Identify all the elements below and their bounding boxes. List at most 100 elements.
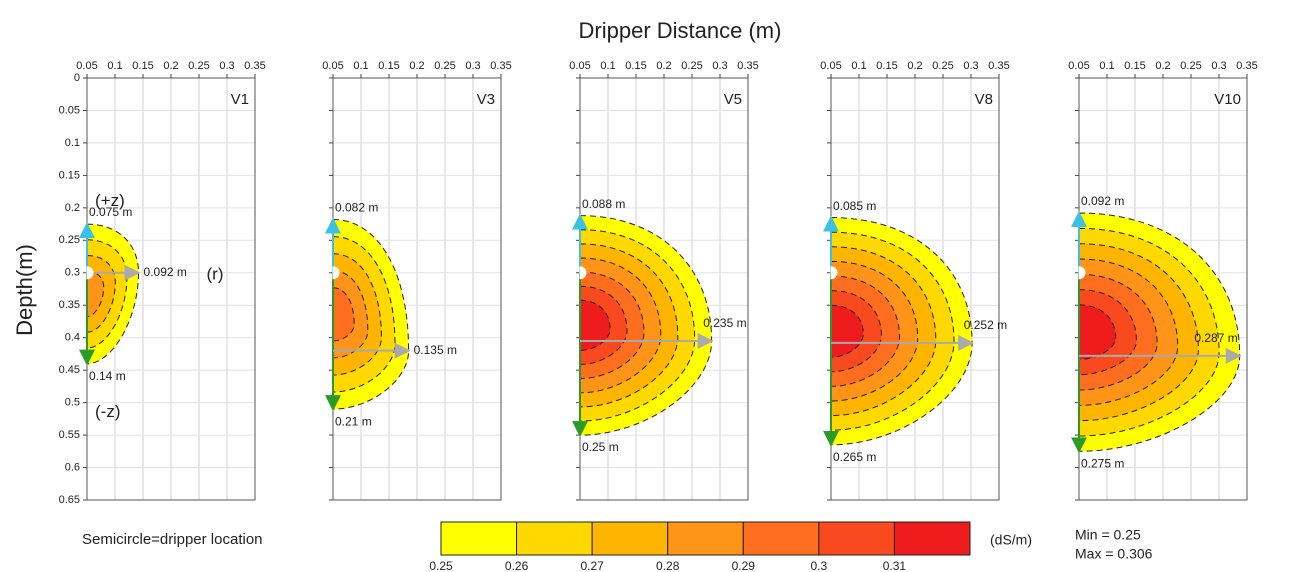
x-tick-label: 0.3 — [712, 60, 727, 72]
dripper — [579, 266, 587, 280]
dripper — [830, 266, 838, 280]
top-label: 0.088 m — [582, 197, 625, 211]
colorbar-tick-label: 0.3 — [811, 559, 828, 572]
x-tick-label: 0.25 — [188, 60, 209, 72]
x-tick-label: 0.2 — [907, 60, 922, 72]
x-tick-label: 0.05 — [76, 60, 97, 72]
x-tick-label: 0.3 — [1211, 60, 1226, 72]
panel-title: V3 — [477, 91, 495, 108]
dripper — [86, 266, 94, 280]
bottom-label: 0.21 m — [335, 414, 372, 428]
top-label: 0.085 m — [833, 199, 876, 213]
x-tick-label: 0.15 — [625, 60, 646, 72]
contour-band — [332, 287, 355, 342]
y-tick-label: 0.65 — [59, 494, 80, 506]
x-tick-label: 0.15 — [378, 60, 399, 72]
radius-label: 0.135 m — [414, 343, 457, 357]
x-tick-label: 0.25 — [932, 60, 953, 72]
top-label: 0.092 m — [1081, 194, 1124, 208]
y-tick-label: 0.1 — [65, 137, 80, 149]
colorbar-box — [742, 521, 820, 556]
x-tick-label: 0.35 — [988, 60, 1009, 72]
dripper — [332, 266, 340, 280]
colorbar-box — [591, 521, 669, 556]
panel-title: V5 — [724, 91, 742, 108]
x-tick-label: 0.2 — [409, 60, 424, 72]
annotation: (+z) — [95, 191, 125, 210]
y-tick-label: 0.3 — [65, 267, 80, 279]
stat-max: Max = 0.306 — [1075, 546, 1153, 562]
y-tick-label: 0.4 — [65, 332, 80, 344]
x-tick-label: 0.1 — [1099, 60, 1114, 72]
stat-min: Min = 0.25 — [1075, 527, 1141, 543]
colorbar-tick-label: 0.25 — [429, 559, 453, 572]
x-tick-label: 0.25 — [434, 60, 455, 72]
y-tick-label: 0.5 — [65, 397, 80, 409]
bottom-label: 0.14 m — [89, 369, 126, 383]
x-tick-label: 0.15 — [1124, 60, 1145, 72]
colorbar-tick-label: 0.28 — [656, 559, 680, 572]
colorbar-box — [516, 521, 593, 556]
y-tick-label: 0.05 — [59, 104, 80, 116]
x-tick-label: 0.1 — [107, 60, 122, 72]
dripper — [1078, 266, 1086, 280]
x-tick-label: 0.1 — [600, 60, 615, 72]
figure-title: Dripper Distance (m) — [579, 18, 782, 43]
x-tick-label: 0.2 — [656, 60, 671, 72]
colorbar-tick-label: 0.29 — [732, 559, 756, 572]
panel-title: V10 — [1214, 91, 1241, 108]
x-tick-label: 0.05 — [1068, 60, 1089, 72]
bottom-label: 0.275 m — [1081, 456, 1124, 470]
x-tick-label: 0.35 — [1236, 60, 1257, 72]
x-tick-label: 0.3 — [465, 60, 480, 72]
contour-band — [579, 299, 611, 351]
radius-label: 0.092 m — [144, 265, 187, 279]
y-tick-label: 0.15 — [59, 169, 80, 181]
annotation: (r) — [207, 264, 224, 283]
radius-label: 0.235 m — [703, 316, 746, 330]
colorbar-box — [667, 521, 744, 556]
colorbar-box — [440, 521, 518, 556]
panel-title: V1 — [231, 91, 249, 108]
x-tick-label: 0.1 — [851, 60, 866, 72]
y-tick-label: 0.55 — [59, 429, 80, 441]
y-tick-label: 0.35 — [59, 299, 80, 311]
radius-label: 0.252 m — [964, 318, 1007, 332]
note: Semicircle=dripper location — [82, 531, 263, 548]
x-tick-label: 0.3 — [963, 60, 978, 72]
radius-label: 0.287 m — [1194, 331, 1237, 345]
x-tick-label: 0.05 — [322, 60, 343, 72]
y-tick-label: 0.6 — [65, 461, 80, 473]
x-tick-label: 0.3 — [219, 60, 234, 72]
y-tick-label: 0.25 — [59, 234, 80, 246]
contour-band — [1078, 304, 1117, 360]
y-axis-label: Depth(m) — [12, 244, 37, 336]
top-label: 0.075 m — [89, 205, 132, 219]
x-tick-label: 0.35 — [737, 60, 758, 72]
x-tick-label: 0.15 — [876, 60, 897, 72]
y-tick-label: 0.2 — [65, 202, 80, 214]
x-tick-label: 0.1 — [353, 60, 368, 72]
colorbar-tick-label: 0.27 — [580, 559, 604, 572]
bottom-label: 0.25 m — [582, 440, 619, 454]
colorbar-tick-label: 0.31 — [883, 559, 907, 572]
y-tick-label: 0.45 — [59, 364, 80, 376]
colorbar-box — [818, 521, 895, 556]
colorbar-tick-label: 0.26 — [505, 559, 529, 572]
colorbar-box — [893, 521, 971, 556]
y-tick-label: 0 — [74, 72, 80, 84]
contour-band — [830, 304, 864, 358]
x-tick-label: 0.2 — [163, 60, 178, 72]
bottom-label: 0.265 m — [833, 450, 876, 464]
x-tick-label: 0.05 — [569, 60, 590, 72]
x-tick-label: 0.35 — [244, 60, 265, 72]
panel-title: V8 — [975, 91, 993, 108]
x-tick-label: 0.05 — [820, 60, 841, 72]
x-tick-label: 0.25 — [681, 60, 702, 72]
contour-band — [86, 270, 105, 318]
x-tick-label: 0.2 — [1155, 60, 1170, 72]
x-tick-label: 0.25 — [1180, 60, 1201, 72]
x-tick-label: 0.15 — [132, 60, 153, 72]
colorbar-unit: (dS/m) — [990, 532, 1032, 548]
